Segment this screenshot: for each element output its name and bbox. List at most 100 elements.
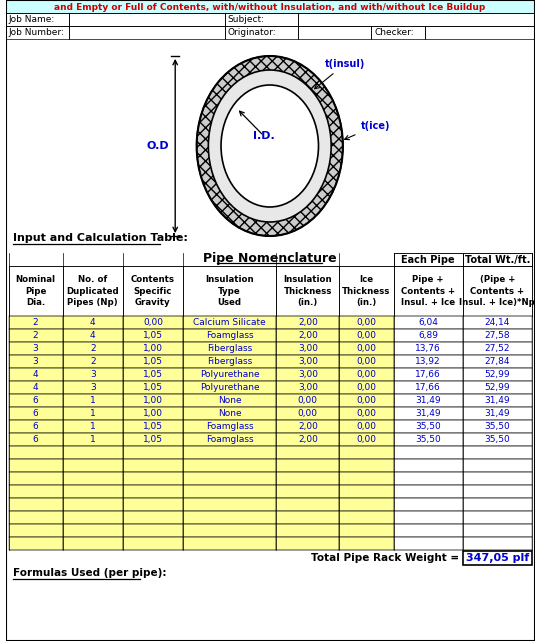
Text: I.D.: I.D. — [253, 131, 275, 141]
FancyBboxPatch shape — [394, 253, 463, 266]
Text: 13,92: 13,92 — [415, 357, 441, 366]
FancyBboxPatch shape — [9, 342, 62, 355]
Text: 6,89: 6,89 — [418, 331, 438, 340]
FancyBboxPatch shape — [463, 511, 532, 524]
Text: Total Wt./ft.: Total Wt./ft. — [465, 254, 530, 265]
FancyBboxPatch shape — [339, 394, 394, 407]
FancyBboxPatch shape — [62, 524, 123, 537]
Text: Insulation
Thickness
(in.): Insulation Thickness (in.) — [283, 275, 332, 307]
FancyBboxPatch shape — [183, 524, 276, 537]
Text: 1: 1 — [90, 396, 96, 405]
FancyBboxPatch shape — [183, 511, 276, 524]
Text: Polyurethane: Polyurethane — [200, 383, 260, 392]
FancyBboxPatch shape — [9, 420, 62, 433]
FancyBboxPatch shape — [123, 329, 183, 342]
Text: 3: 3 — [33, 357, 39, 366]
Text: 0,00: 0,00 — [357, 370, 376, 379]
Text: Pipe Nomenclature: Pipe Nomenclature — [203, 251, 337, 265]
FancyBboxPatch shape — [298, 13, 535, 26]
FancyBboxPatch shape — [62, 394, 123, 407]
Text: 1: 1 — [90, 409, 96, 418]
FancyBboxPatch shape — [123, 511, 183, 524]
Text: 0,00: 0,00 — [357, 396, 376, 405]
Text: 2: 2 — [90, 357, 96, 366]
FancyBboxPatch shape — [339, 420, 394, 433]
FancyBboxPatch shape — [371, 26, 425, 39]
FancyBboxPatch shape — [276, 485, 339, 498]
FancyBboxPatch shape — [69, 26, 225, 39]
FancyBboxPatch shape — [62, 368, 123, 381]
Text: 4: 4 — [33, 383, 39, 392]
FancyBboxPatch shape — [9, 498, 62, 511]
FancyBboxPatch shape — [9, 266, 62, 316]
FancyBboxPatch shape — [62, 498, 123, 511]
Text: 347,05 plf: 347,05 plf — [466, 553, 529, 563]
FancyBboxPatch shape — [123, 498, 183, 511]
FancyBboxPatch shape — [62, 420, 123, 433]
Text: 6: 6 — [33, 422, 39, 431]
FancyBboxPatch shape — [463, 368, 532, 381]
Text: Ice
Thickness
(in.): Ice Thickness (in.) — [342, 275, 391, 307]
FancyBboxPatch shape — [394, 537, 463, 550]
FancyBboxPatch shape — [394, 420, 463, 433]
Text: Each Pipe: Each Pipe — [401, 254, 455, 265]
Text: None: None — [218, 396, 242, 405]
FancyBboxPatch shape — [69, 13, 225, 26]
FancyBboxPatch shape — [339, 524, 394, 537]
Ellipse shape — [221, 85, 319, 207]
FancyBboxPatch shape — [339, 472, 394, 485]
Text: Contents
Specific
Gravity: Contents Specific Gravity — [131, 275, 175, 307]
Text: Calcium Silicate: Calcium Silicate — [193, 318, 266, 327]
Polygon shape — [197, 56, 343, 236]
Text: 0,00: 0,00 — [357, 435, 376, 444]
Text: 0,00: 0,00 — [298, 409, 318, 418]
FancyBboxPatch shape — [276, 394, 339, 407]
FancyBboxPatch shape — [276, 498, 339, 511]
FancyBboxPatch shape — [463, 381, 532, 394]
Text: Nominal
Pipe
Dia.: Nominal Pipe Dia. — [16, 275, 55, 307]
Text: 2,00: 2,00 — [298, 331, 318, 340]
Text: Foamglass: Foamglass — [206, 331, 254, 340]
Text: 2: 2 — [33, 331, 39, 340]
FancyBboxPatch shape — [62, 316, 123, 329]
FancyBboxPatch shape — [183, 407, 276, 420]
FancyBboxPatch shape — [9, 394, 62, 407]
FancyBboxPatch shape — [62, 407, 123, 420]
Text: Subject:: Subject: — [228, 15, 265, 24]
Text: 3,00: 3,00 — [298, 344, 318, 353]
FancyBboxPatch shape — [9, 329, 62, 342]
Text: 0,00: 0,00 — [357, 383, 376, 392]
FancyBboxPatch shape — [463, 266, 532, 316]
FancyBboxPatch shape — [123, 381, 183, 394]
FancyBboxPatch shape — [123, 316, 183, 329]
Text: 27,84: 27,84 — [484, 357, 510, 366]
Text: 3: 3 — [33, 344, 39, 353]
FancyBboxPatch shape — [339, 498, 394, 511]
FancyBboxPatch shape — [62, 329, 123, 342]
FancyBboxPatch shape — [183, 420, 276, 433]
FancyBboxPatch shape — [463, 420, 532, 433]
FancyBboxPatch shape — [183, 446, 276, 459]
Text: Formulas Used (per pipe):: Formulas Used (per pipe): — [14, 568, 167, 578]
FancyBboxPatch shape — [9, 511, 62, 524]
Text: 3,00: 3,00 — [298, 383, 318, 392]
Text: 0,00: 0,00 — [357, 331, 376, 340]
Text: Checker:: Checker: — [374, 28, 414, 37]
Ellipse shape — [209, 70, 331, 222]
FancyBboxPatch shape — [339, 316, 394, 329]
FancyBboxPatch shape — [339, 329, 394, 342]
FancyBboxPatch shape — [463, 433, 532, 446]
Text: 0,00: 0,00 — [357, 357, 376, 366]
FancyBboxPatch shape — [394, 446, 463, 459]
FancyBboxPatch shape — [276, 524, 339, 537]
FancyBboxPatch shape — [183, 459, 276, 472]
FancyBboxPatch shape — [183, 498, 276, 511]
Text: (Pipe +
Contents +
Insul. + Ice)*Np: (Pipe + Contents + Insul. + Ice)*Np — [459, 275, 535, 307]
FancyBboxPatch shape — [9, 485, 62, 498]
Text: 3,00: 3,00 — [298, 357, 318, 366]
FancyBboxPatch shape — [123, 342, 183, 355]
FancyBboxPatch shape — [394, 485, 463, 498]
FancyBboxPatch shape — [5, 39, 535, 241]
Text: 0,00: 0,00 — [357, 409, 376, 418]
FancyBboxPatch shape — [463, 446, 532, 459]
